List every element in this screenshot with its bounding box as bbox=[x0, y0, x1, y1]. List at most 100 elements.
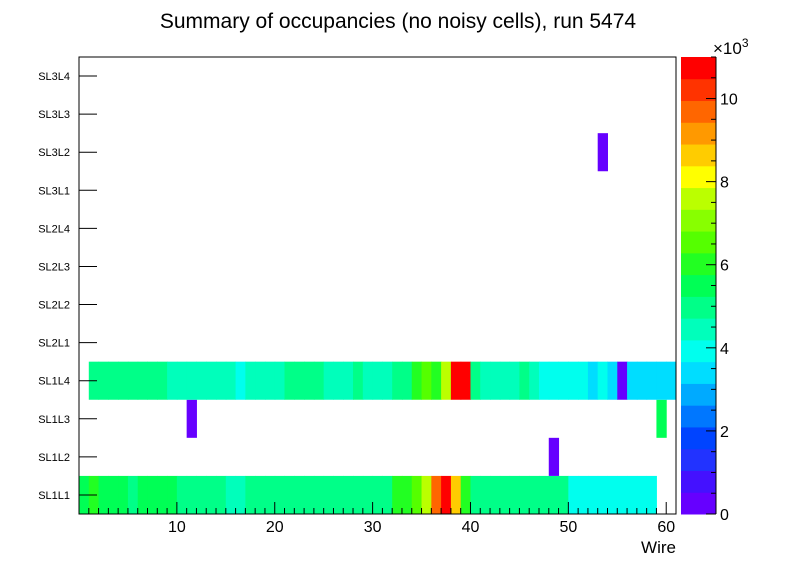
heatmap-cell bbox=[490, 361, 501, 400]
heatmap-cell bbox=[490, 475, 501, 514]
palette-multiplier-exponent: 3 bbox=[742, 36, 749, 50]
heatmap-cell bbox=[548, 437, 560, 476]
palette-segment bbox=[681, 231, 716, 254]
heatmap-cell bbox=[382, 475, 393, 514]
heatmap-cell bbox=[196, 475, 207, 514]
heatmap-cell bbox=[460, 475, 471, 514]
heatmap-cell bbox=[294, 361, 305, 400]
heatmap-cell bbox=[274, 475, 286, 514]
heatmap-cell bbox=[372, 361, 383, 400]
heatmap-cell bbox=[176, 361, 188, 400]
palette-segment bbox=[681, 165, 716, 189]
heatmap-cell bbox=[353, 361, 364, 400]
palette-segment bbox=[681, 426, 716, 450]
y-axis: SL1L1 SL1L2 SL1L3 SL1L4 SL2L1 SL2L2 SL2L3 SL2L4… bbox=[38, 71, 97, 502]
plot-frame bbox=[78, 56, 677, 515]
heatmap-cell bbox=[186, 361, 197, 400]
heatmap-cell bbox=[411, 361, 423, 400]
heatmap-cell bbox=[235, 475, 246, 514]
heatmap-cell bbox=[636, 361, 648, 400]
heatmap-cell bbox=[255, 475, 266, 514]
heatmap-cell bbox=[568, 361, 579, 400]
heatmap-cell bbox=[186, 399, 197, 438]
heatmap-cell bbox=[460, 361, 471, 400]
heatmap-cell bbox=[323, 361, 334, 400]
heatmap-cell bbox=[538, 475, 550, 514]
layer-label: SL1L2 bbox=[38, 452, 70, 464]
heatmap-cell bbox=[264, 361, 276, 400]
heatmap-cell bbox=[636, 475, 648, 514]
x-tick-label: 40 bbox=[462, 519, 480, 536]
heatmap-cell bbox=[313, 475, 325, 514]
heatmap-cell bbox=[206, 475, 217, 514]
heatmap-cell bbox=[362, 361, 374, 400]
heatmap-cell bbox=[323, 475, 334, 514]
layer-label: SL2L3 bbox=[38, 261, 70, 273]
heatmap-cell bbox=[470, 475, 481, 514]
palette-segment bbox=[681, 122, 716, 145]
palette-segment bbox=[681, 274, 716, 297]
x-tick-label: 20 bbox=[266, 519, 284, 536]
heatmap-cell bbox=[431, 361, 442, 400]
layer-label: SL1L4 bbox=[38, 376, 70, 388]
heatmap-cell bbox=[333, 361, 344, 400]
heatmap-cell bbox=[656, 399, 667, 438]
heatmap-cell bbox=[108, 475, 119, 514]
palette-multiplier: ×103 bbox=[713, 36, 749, 58]
heatmap-cell bbox=[372, 475, 383, 514]
x-tick-label: 60 bbox=[657, 519, 675, 536]
palette-tick-label: 2 bbox=[720, 424, 729, 441]
palette-segment bbox=[681, 339, 716, 363]
heatmap-cell bbox=[529, 475, 540, 514]
palette-segment bbox=[681, 361, 716, 384]
heatmap-cell bbox=[441, 361, 452, 400]
heatmap-cell bbox=[98, 361, 109, 400]
color-palette-axis: 0 2 4 6 8 10 bbox=[706, 56, 738, 524]
heatmap-cell bbox=[627, 475, 638, 514]
layer-label: SL2L4 bbox=[38, 223, 70, 235]
heatmap-cell bbox=[245, 475, 256, 514]
heatmap-cell bbox=[304, 361, 315, 400]
heatmap-cell bbox=[137, 475, 149, 514]
heatmap-cell bbox=[597, 475, 608, 514]
x-tick-label: 30 bbox=[364, 519, 382, 536]
heatmap-cell bbox=[597, 133, 608, 172]
heatmap-cell bbox=[666, 361, 677, 400]
heatmap-cell bbox=[411, 475, 423, 514]
x-axis-title: Wire bbox=[641, 538, 676, 557]
heatmap-cell bbox=[401, 475, 413, 514]
x-tick-label: 50 bbox=[559, 519, 577, 536]
palette-segment bbox=[681, 318, 716, 341]
heatmap-cell bbox=[294, 475, 305, 514]
heatmap-cell bbox=[274, 361, 286, 400]
layer-label: SL3L3 bbox=[38, 109, 70, 121]
heatmap-cell bbox=[216, 475, 227, 514]
palette-tick-label: 6 bbox=[720, 258, 729, 275]
heatmap-cell bbox=[627, 361, 638, 400]
palette-tick-label: 0 bbox=[720, 507, 729, 524]
heatmap-cell bbox=[255, 361, 266, 400]
heatmap-cell bbox=[421, 475, 432, 514]
heatmap-cell bbox=[509, 475, 520, 514]
palette-tick-label: 10 bbox=[720, 92, 738, 109]
heatmap-cell bbox=[98, 475, 109, 514]
heatmap-cell bbox=[519, 361, 530, 400]
heatmap-cell bbox=[450, 475, 462, 514]
heatmap-cell bbox=[499, 361, 511, 400]
heatmap-cell bbox=[245, 361, 256, 400]
heatmap-cells bbox=[79, 133, 677, 514]
heatmap-cell bbox=[646, 475, 657, 514]
heatmap-cell bbox=[206, 361, 217, 400]
heatmap-cell bbox=[196, 361, 207, 400]
layer-label: SL2L1 bbox=[38, 338, 70, 350]
heatmap-cell bbox=[157, 475, 168, 514]
palette-segment bbox=[681, 492, 716, 515]
layer-label: SL3L2 bbox=[38, 147, 70, 159]
heatmap-cell bbox=[362, 475, 374, 514]
palette-segment bbox=[681, 187, 716, 210]
heatmap-cell bbox=[333, 475, 344, 514]
palette-segment bbox=[681, 448, 716, 471]
palette-segment bbox=[681, 383, 716, 406]
heatmap-cell bbox=[529, 361, 540, 400]
heatmap-cell bbox=[284, 475, 295, 514]
